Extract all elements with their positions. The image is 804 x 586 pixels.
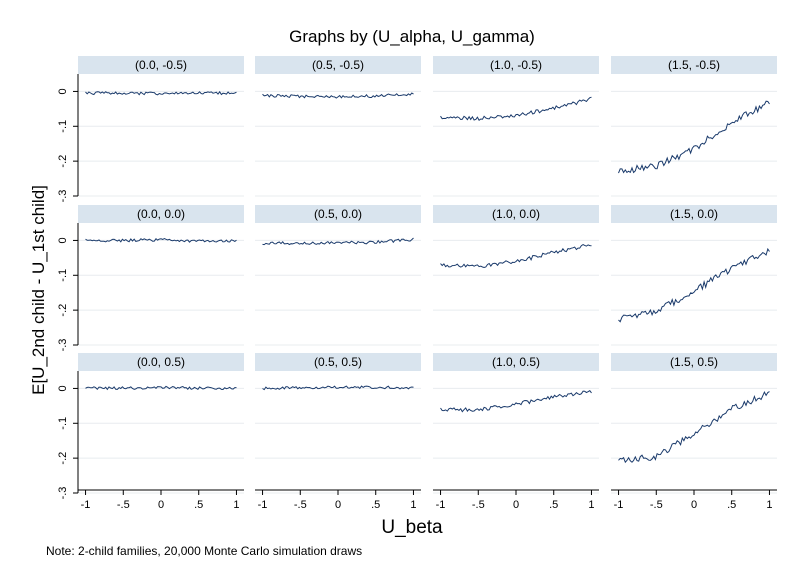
series-line: [85, 90, 237, 96]
panel-_1.5_-0.5_: (1.5, -0.5): [611, 56, 777, 197]
y-tick-label: 0: [57, 88, 69, 94]
panel-title: (1.0, 0.5): [492, 355, 540, 369]
panel-title: (1.0, 0.0): [492, 207, 540, 221]
x-tick-label: 0: [513, 499, 519, 511]
panel-title: (0.5, 0.0): [314, 207, 362, 221]
panel-header: [611, 205, 777, 223]
series-line: [618, 247, 770, 323]
y-tick-label: -.2: [57, 304, 69, 317]
panel-_0.5_0.5_: (0.5, 0.5) -1 -.5 0 .5 1: [255, 353, 421, 511]
y-axis-label: E[U_2nd child - U_1st child]: [29, 185, 48, 395]
panel-header: [433, 353, 599, 371]
panel-_0.0_0.0_: (0.0, 0.0) 0 -.1 -.2 -.3: [57, 205, 244, 351]
x-tick-label: .5: [371, 499, 380, 511]
y-tick-label: -.2: [57, 155, 69, 168]
panel-header: [255, 205, 421, 223]
panel-title: (0.5, 0.5): [314, 355, 362, 369]
x-tick-label: -.5: [294, 499, 307, 511]
y-tick-label: 0: [57, 237, 69, 243]
x-tick-label: -1: [81, 499, 91, 511]
panel-title: (1.5, 0.5): [670, 355, 718, 369]
panel-_0.5_0.0_: (0.5, 0.0): [255, 205, 421, 346]
x-tick-label: 1: [766, 499, 772, 511]
y-tick-label: -.1: [57, 120, 69, 133]
panel-header: [433, 205, 599, 223]
series-line: [618, 390, 770, 464]
panel-title: (1.5, -0.5): [668, 58, 720, 72]
panel-_1.0_0.0_: (1.0, 0.0): [433, 205, 599, 346]
y-tick-label: -.3: [57, 339, 69, 352]
panel-title: (0.0, -0.5): [135, 58, 187, 72]
y-tick-label: -.1: [57, 269, 69, 282]
series-line: [85, 237, 237, 243]
x-tick-label: -.5: [650, 499, 663, 511]
panel-title: (0.0, 0.5): [137, 355, 185, 369]
panel-title: (0.5, -0.5): [312, 58, 364, 72]
y-tick-label: -.1: [57, 417, 69, 430]
x-tick-label: .5: [194, 499, 203, 511]
x-tick-label: .5: [549, 499, 558, 511]
panel-title: (1.0, -0.5): [490, 58, 542, 72]
panel-_1.0_0.5_: (1.0, 0.5) -1 -.5 0 .5 1: [433, 353, 599, 511]
x-tick-label: 0: [691, 499, 697, 511]
x-tick-label: .5: [727, 499, 736, 511]
y-tick-label: -.3: [57, 190, 69, 203]
y-tick-label: -.3: [57, 487, 69, 500]
panel-header: [78, 353, 244, 371]
series-line: [440, 390, 592, 413]
series-line: [85, 385, 237, 391]
panel-header: [433, 56, 599, 74]
panel-title: (1.5, 0.0): [670, 207, 718, 221]
x-tick-label: 0: [335, 499, 341, 511]
y-tick-label: -.2: [57, 452, 69, 465]
x-axis-label: U_beta: [381, 517, 443, 538]
x-tick-label: 1: [410, 499, 416, 511]
x-tick-label: -1: [258, 499, 268, 511]
series-line: [262, 92, 414, 99]
x-tick-label: -1: [614, 499, 624, 511]
panel-header: [611, 353, 777, 371]
panel-header: [78, 56, 244, 74]
panel-grid: (0.0, -0.5) 0 -.1 -.2 -.3 (0.5, -0.5) (1.0, -0…: [57, 56, 777, 511]
panel-title: (0.0, 0.0): [137, 207, 185, 221]
panel-header: [255, 353, 421, 371]
x-tick-label: -1: [436, 499, 446, 511]
x-tick-label: -.5: [117, 499, 130, 511]
panel-header: [611, 56, 777, 74]
series-line: [618, 100, 770, 174]
series-line: [440, 244, 592, 269]
series-line: [262, 385, 414, 391]
x-tick-label: 1: [233, 499, 239, 511]
panel-_0.0_-0.5_: (0.0, -0.5) 0 -.1 -.2 -.3: [57, 56, 244, 202]
panel-_0.0_0.5_: (0.0, 0.5) 0 -.1 -.2 -.3 -1 -.5 0 .5 1: [57, 353, 244, 511]
panel-_1.0_-0.5_: (1.0, -0.5): [433, 56, 599, 197]
panel-_1.5_0.0_: (1.5, 0.0): [611, 205, 777, 346]
panel-_1.5_0.5_: (1.5, 0.5) -1 -.5 0 .5 1: [611, 353, 777, 511]
y-tick-label: 0: [57, 385, 69, 391]
series-line: [440, 96, 592, 122]
x-tick-label: 1: [588, 499, 594, 511]
footnote: Note: 2-child families, 20,000 Monte Car…: [46, 544, 362, 558]
series-line: [262, 237, 414, 246]
x-tick-label: 0: [158, 499, 164, 511]
panel-header: [78, 205, 244, 223]
x-tick-label: -.5: [472, 499, 485, 511]
panel-header: [255, 56, 421, 74]
chart-title: Graphs by (U_alpha, U_gamma): [289, 27, 535, 46]
panel-_0.5_-0.5_: (0.5, -0.5): [255, 56, 421, 197]
